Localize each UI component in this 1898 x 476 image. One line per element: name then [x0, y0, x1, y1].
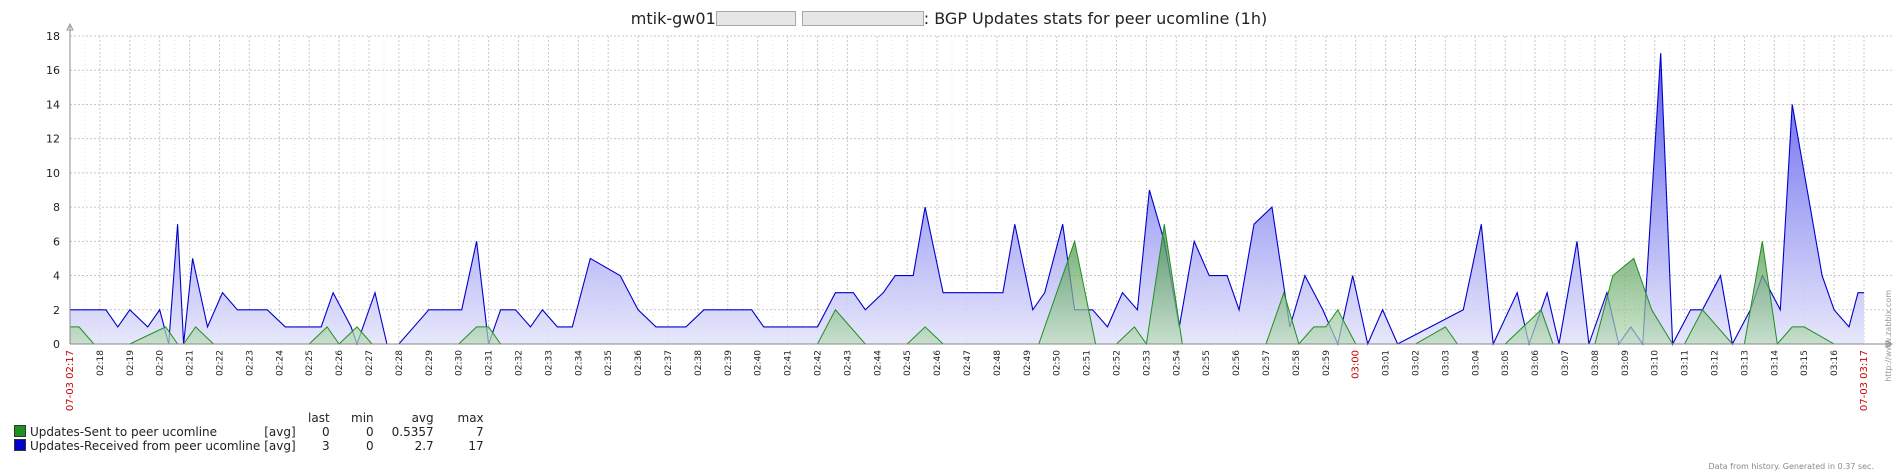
legend-func-sent: [avg]: [264, 425, 299, 439]
x-tick-label: 02:26: [335, 350, 345, 376]
y-tick-label: 6: [53, 235, 60, 248]
legend-max-received: 17: [438, 439, 488, 453]
x-tick-label: 03:05: [1501, 350, 1511, 376]
x-tick-label: 02:42: [814, 350, 824, 376]
x-tick-label: 02:53: [1142, 350, 1152, 376]
x-tick-label: 03:07: [1561, 350, 1571, 376]
x-tick-label: 02:32: [515, 350, 525, 376]
x-tick-label: 02:19: [126, 350, 136, 376]
x-tick-label: 02:58: [1292, 350, 1302, 376]
x-tick-label: 02:59: [1322, 350, 1332, 376]
legend-row-sent: Updates-Sent to peer ucomline [avg] 0 0 …: [14, 425, 488, 439]
y-tick-label: 4: [53, 270, 60, 283]
legend-swatch-sent: [14, 425, 26, 437]
legend-last-sent: 0: [300, 425, 334, 439]
x-tick-label: 03:11: [1681, 350, 1691, 376]
legend-min-received: 0: [334, 439, 378, 453]
legend-func-received: [avg]: [264, 439, 299, 453]
y-tick-label: 14: [46, 98, 60, 111]
x-tick-label: 03:04: [1471, 350, 1481, 376]
x-tick-label: 03:01: [1382, 350, 1392, 376]
x-tick-label: 02:27: [365, 350, 375, 376]
x-tick-label: 02:18: [96, 350, 106, 376]
x-tick-label: 03:06: [1531, 350, 1541, 376]
y-tick-label: 2: [53, 304, 60, 317]
y-tick-label: 0: [53, 338, 60, 351]
x-tick-label: 02:55: [1202, 350, 1212, 376]
legend-header-max: max: [438, 411, 488, 425]
legend-min-sent: 0: [334, 425, 378, 439]
x-tick-label: 02:22: [216, 350, 226, 376]
x-tick-label: 02:35: [604, 350, 614, 376]
legend-header-row: last min avg max: [14, 411, 488, 425]
legend-last-received: 3: [300, 439, 334, 453]
x-tick-label: 02:40: [754, 350, 764, 376]
legend-avg-received: 2.7: [378, 439, 438, 453]
x-tick-label: 02:21: [186, 350, 196, 376]
legend-avg-sent: 0.5357: [378, 425, 438, 439]
x-tick-label: 03:16: [1830, 350, 1840, 376]
x-tick-label: 02:45: [903, 350, 913, 376]
x-tick-label: 02:49: [1023, 350, 1033, 376]
legend: last min avg max Updates-Sent to peer uc…: [14, 411, 488, 453]
x-tick-label: 02:33: [544, 350, 554, 376]
x-tick-label: 02:47: [963, 350, 973, 376]
x-tick-label: 03:03: [1441, 350, 1451, 376]
x-tick-label: 02:38: [694, 350, 704, 376]
y-tick-label: 16: [46, 64, 60, 77]
axes: 0 2 4 6 8 10 12 14 16 18 02:18 02:19 02:20 02:21 02:22…: [46, 24, 1892, 411]
x-tick-label: 02:30: [455, 350, 465, 376]
x-tick-label: 02:44: [873, 350, 883, 376]
x-tick-label: 02:46: [933, 350, 943, 376]
x-tick-label: 03:09: [1621, 350, 1631, 376]
x-tick-label: 02:52: [1113, 350, 1123, 376]
x-tick-label: 02:36: [634, 350, 644, 376]
legend-header-min: min: [334, 411, 378, 425]
x-tick-label: 03:00: [1351, 350, 1362, 379]
x-tick-label: 03:14: [1770, 350, 1780, 376]
x-start-label: 07-03 02:17: [65, 350, 76, 411]
x-tick-label: 02:39: [724, 350, 734, 376]
legend-swatch-received: [14, 439, 26, 451]
x-tick-label: 02:50: [1053, 350, 1063, 376]
x-tick-label: 02:31: [485, 350, 495, 376]
legend-row-received: Updates-Received from peer ucomline [avg…: [14, 439, 488, 453]
x-tick-label: 02:54: [1172, 350, 1182, 376]
x-tick-label: 02:28: [395, 350, 405, 376]
x-tick-label: 02:34: [574, 350, 584, 376]
side-url: http://www.zabbix.com: [1884, 290, 1893, 382]
x-tick-label: 02:48: [993, 350, 1003, 376]
footer-note: Data from history. Generated in 0.37 sec…: [1709, 462, 1874, 471]
y-tick-label: 8: [53, 201, 60, 214]
legend-name-sent: Updates-Sent to peer ucomline: [30, 425, 217, 439]
x-tick-label: 02:41: [784, 350, 794, 376]
x-end-label: 07-03 03:17: [1859, 350, 1870, 411]
x-tick-label: 02:25: [305, 350, 315, 376]
x-tick-label: 03:15: [1800, 350, 1810, 376]
legend-max-sent: 7: [438, 425, 488, 439]
x-tick-label: 02:24: [275, 350, 285, 376]
x-tick-label: 03:02: [1412, 350, 1422, 376]
y-tick-label: 10: [46, 167, 60, 180]
legend-header-last: last: [300, 411, 334, 425]
legend-header-avg: avg: [378, 411, 438, 425]
y-tick-label: 18: [46, 30, 60, 43]
x-tick-label: 02:29: [425, 350, 435, 376]
x-tick-label: 02:23: [245, 350, 255, 376]
x-tick-label: 02:43: [843, 350, 853, 376]
y-tick-label: 12: [46, 133, 60, 146]
x-tick-label: 03:10: [1651, 350, 1661, 376]
x-tick-label: 02:20: [156, 350, 166, 376]
legend-name-received: Updates-Received from peer ucomline: [30, 439, 260, 453]
x-tick-label: 02:51: [1083, 350, 1093, 376]
x-tick-label: 03:13: [1740, 350, 1750, 376]
x-tick-label: 02:56: [1232, 350, 1242, 376]
x-tick-label: 02:57: [1262, 350, 1272, 376]
x-tick-label: 02:37: [664, 350, 674, 376]
x-tick-label: 03:12: [1711, 350, 1721, 376]
x-tick-label: 03:08: [1591, 350, 1601, 376]
